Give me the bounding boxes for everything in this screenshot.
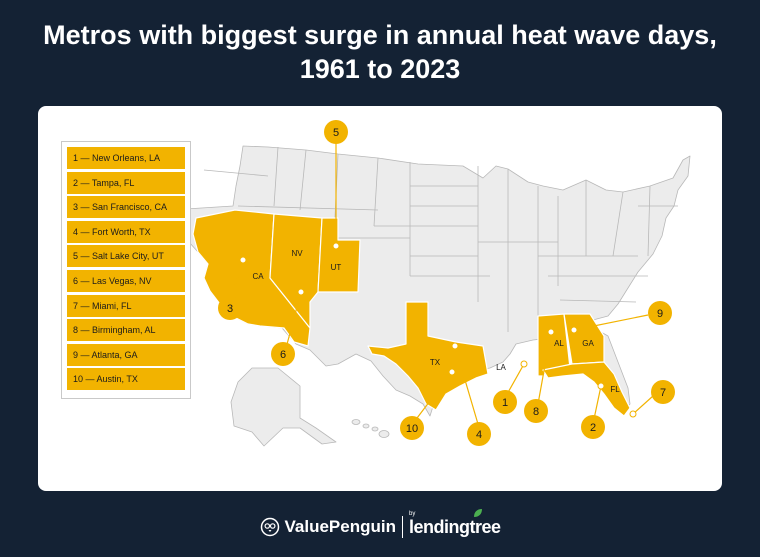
city-dot-miami (629, 410, 637, 418)
city-dot-birmingham (547, 328, 555, 336)
city-dot-fort-worth (451, 342, 459, 350)
label-al: AL (554, 339, 564, 348)
hawaii (351, 419, 390, 438)
legend-item-5: 5 — Salt Lake City, UT (67, 245, 185, 268)
us-map: CA NV UT TX LA AL GA FL (38, 106, 691, 447)
legend-item-1: 1 — New Orleans, LA (67, 147, 185, 169)
by-label: by (408, 510, 416, 517)
ranking-legend: 1 — New Orleans, LA 2 — Tampa, FL 3 — Sa… (61, 141, 191, 399)
svg-text:5: 5 (333, 127, 339, 139)
state-utah (317, 217, 361, 293)
marker-7[interactable]: 7 (651, 380, 675, 404)
brand-name: ValuePenguin (284, 517, 396, 536)
label-tx: TX (430, 358, 441, 367)
partner-name: lendingtree (408, 516, 501, 537)
svg-text:9: 9 (657, 308, 663, 320)
legend-item-9: 9 — Atlanta, GA (67, 343, 185, 366)
marker-6[interactable]: 6 (271, 342, 295, 366)
state-texas (367, 301, 489, 411)
city-dot-las-vegas (297, 288, 305, 296)
city-dots (239, 242, 637, 418)
svg-text:7: 7 (660, 387, 666, 399)
state-borders (203, 146, 678, 332)
partner-logo: by lendingtree (408, 508, 501, 538)
penguin-logo-icon (260, 517, 279, 537)
marker-5[interactable]: 5 (324, 120, 348, 144)
marker-2[interactable]: 2 (581, 415, 605, 439)
city-dot-atlanta (570, 326, 578, 334)
label-nv: NV (291, 249, 303, 258)
legend-item-4: 4 — Fort Worth, TX (67, 220, 185, 243)
city-dot-austin (448, 368, 456, 376)
city-dot-new-orleans (520, 360, 528, 368)
svg-text:2: 2 (590, 422, 596, 434)
marker-8[interactable]: 8 (524, 399, 548, 423)
legend-item-10: 10 — Austin, TX (67, 368, 185, 391)
marker-9[interactable]: 9 (648, 301, 672, 325)
legend-item-2: 2 — Tampa, FL (67, 171, 185, 194)
highlighted-states (193, 210, 631, 417)
marker-3[interactable]: 3 (218, 296, 242, 320)
svg-text:8: 8 (533, 406, 539, 418)
legend-item-3: 3 — San Francisco, CA (67, 196, 185, 219)
footer-branding: ValuePenguin by lendingtree (0, 508, 760, 542)
footer-divider (401, 516, 403, 538)
legend-item-6: 6 — Las Vegas, NV (67, 269, 185, 292)
title-line-2: 1961 to 2023 (299, 54, 461, 84)
alaska (230, 367, 337, 447)
label-la: LA (496, 363, 506, 372)
leader-lines (229, 134, 654, 425)
rank-markers: 5 3 6 10 4 1 8 (218, 120, 675, 446)
city-dot-san-francisco (239, 256, 247, 264)
svg-text:6: 6 (280, 349, 286, 361)
svg-text:1: 1 (502, 397, 508, 409)
label-ut: UT (331, 263, 342, 272)
marker-4[interactable]: 4 (467, 422, 491, 446)
legend-item-8: 8 — Birmingham, AL (67, 319, 185, 342)
svg-text:3: 3 (227, 303, 233, 315)
state-florida (542, 361, 631, 417)
label-fl: FL (610, 385, 620, 394)
legend-item-7: 7 — Miami, FL (67, 294, 185, 317)
marker-10[interactable]: 10 (400, 416, 424, 440)
title-line-1: Metros with biggest surge in annual heat… (43, 20, 717, 50)
city-dot-tampa (597, 382, 605, 390)
marker-1[interactable]: 1 (493, 390, 517, 414)
map-card: CA NV UT TX LA AL GA FL (38, 106, 722, 491)
label-ca: CA (252, 272, 264, 281)
label-ga: GA (582, 339, 594, 348)
svg-text:10: 10 (406, 423, 418, 435)
svg-text:4: 4 (476, 429, 482, 441)
state-labels: CA NV UT TX LA AL GA FL (252, 249, 620, 394)
page-title: Metros with biggest surge in annual heat… (0, 18, 760, 86)
city-dot-salt-lake-city (332, 242, 340, 250)
leaf-icon (473, 508, 482, 517)
